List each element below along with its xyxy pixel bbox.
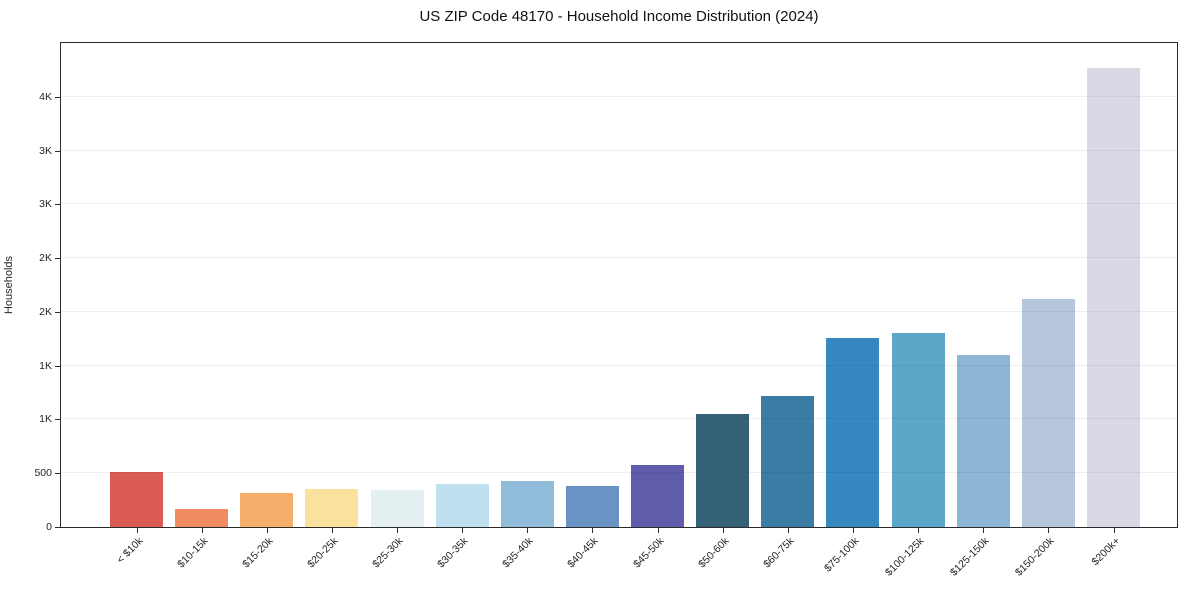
bar bbox=[305, 488, 359, 527]
x-tick-mark bbox=[266, 528, 268, 533]
bar bbox=[826, 337, 880, 527]
x-tick-mark bbox=[657, 528, 659, 533]
bar bbox=[1021, 298, 1075, 527]
bar bbox=[175, 509, 229, 527]
x-tick-mark bbox=[722, 528, 724, 533]
gridline bbox=[61, 310, 1177, 312]
y-tick-mark bbox=[55, 419, 60, 421]
x-tick-mark bbox=[527, 528, 529, 533]
plot-area bbox=[60, 42, 1178, 528]
gridline bbox=[61, 203, 1177, 205]
bar bbox=[1087, 67, 1140, 527]
y-tick-label: 3K bbox=[39, 144, 52, 157]
y-tick-label: 1K bbox=[39, 413, 52, 426]
bar bbox=[891, 333, 945, 527]
y-tick-label: 2K bbox=[39, 305, 52, 318]
x-tick-mark bbox=[1113, 528, 1115, 533]
y-tick-label: 500 bbox=[34, 467, 52, 480]
y-tick-mark bbox=[55, 311, 60, 313]
bar bbox=[500, 480, 554, 527]
bar bbox=[565, 485, 619, 527]
y-tick-mark bbox=[55, 473, 60, 475]
x-tick-mark bbox=[1048, 528, 1050, 533]
bar bbox=[435, 483, 489, 527]
bar bbox=[240, 492, 294, 527]
x-tick-mark bbox=[852, 528, 854, 533]
y-tick-label: 4K bbox=[39, 90, 52, 103]
y-tick-label: 0 bbox=[46, 521, 52, 533]
bar bbox=[956, 354, 1010, 527]
y-tick-label: 3K bbox=[39, 198, 52, 211]
gridline bbox=[61, 149, 1177, 151]
x-tick-mark bbox=[397, 528, 399, 533]
y-tick-mark bbox=[55, 365, 60, 367]
y-tick-mark bbox=[55, 150, 60, 152]
bar bbox=[761, 395, 815, 527]
chart-title: US ZIP Code 48170 - Household Income Dis… bbox=[419, 8, 819, 25]
x-tick-label: < $10k bbox=[113, 535, 145, 566]
x-tick-mark bbox=[136, 528, 138, 533]
y-tick-mark bbox=[55, 96, 60, 98]
x-tick-mark bbox=[201, 528, 203, 533]
bar bbox=[370, 490, 424, 527]
gridline bbox=[61, 95, 1177, 97]
x-tick-mark bbox=[983, 528, 985, 533]
y-tick-mark bbox=[55, 527, 60, 528]
x-tick-mark bbox=[331, 528, 333, 533]
gridline bbox=[61, 257, 1177, 259]
y-tick-label: 1K bbox=[39, 359, 52, 372]
bar bbox=[696, 414, 750, 527]
bar bbox=[110, 472, 163, 527]
y-tick-mark bbox=[55, 258, 60, 260]
x-tick-mark bbox=[787, 528, 789, 533]
y-tick-mark bbox=[55, 204, 60, 206]
x-tick-mark bbox=[592, 528, 594, 533]
x-tick-mark bbox=[918, 528, 920, 533]
bar bbox=[631, 464, 685, 527]
x-tick-mark bbox=[462, 528, 464, 533]
y-tick-label: 2K bbox=[39, 252, 52, 265]
